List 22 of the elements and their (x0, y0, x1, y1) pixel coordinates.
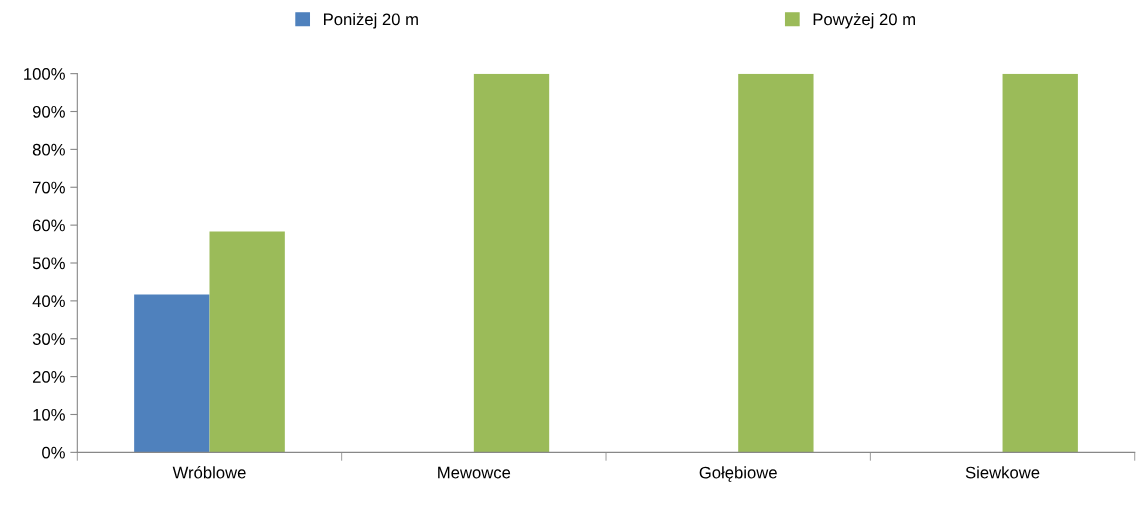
y-tick-label: 50% (32, 257, 65, 270)
legend-label: Poniżej 20 m (324, 12, 418, 29)
bar (738, 73, 814, 453)
bar (1002, 73, 1078, 453)
x-tick-label: Mewowce (438, 466, 511, 479)
y-tick-label: 70% (33, 181, 65, 194)
x-tick-label: Siewkowe (965, 466, 1040, 479)
bar (134, 294, 210, 453)
y-tick-label: 90% (32, 105, 65, 118)
x-tick-label: Wróblowe (172, 466, 246, 479)
y-tick-label: 60% (33, 219, 65, 232)
y-tick-label: 40% (32, 295, 65, 308)
bar (473, 73, 550, 453)
y-tick-label: 10% (33, 408, 65, 421)
y-tick-label: 80% (32, 143, 65, 156)
y-tick-label: 100% (24, 68, 65, 80)
legend-label: Powyżej 20 m (813, 12, 915, 29)
y-tick-label: 0% (42, 446, 65, 459)
x-tick-label: Gołębiowe (699, 466, 777, 482)
y-tick-label: 20% (32, 371, 65, 383)
y-tick-label: 30% (32, 333, 65, 345)
bar (209, 231, 285, 453)
